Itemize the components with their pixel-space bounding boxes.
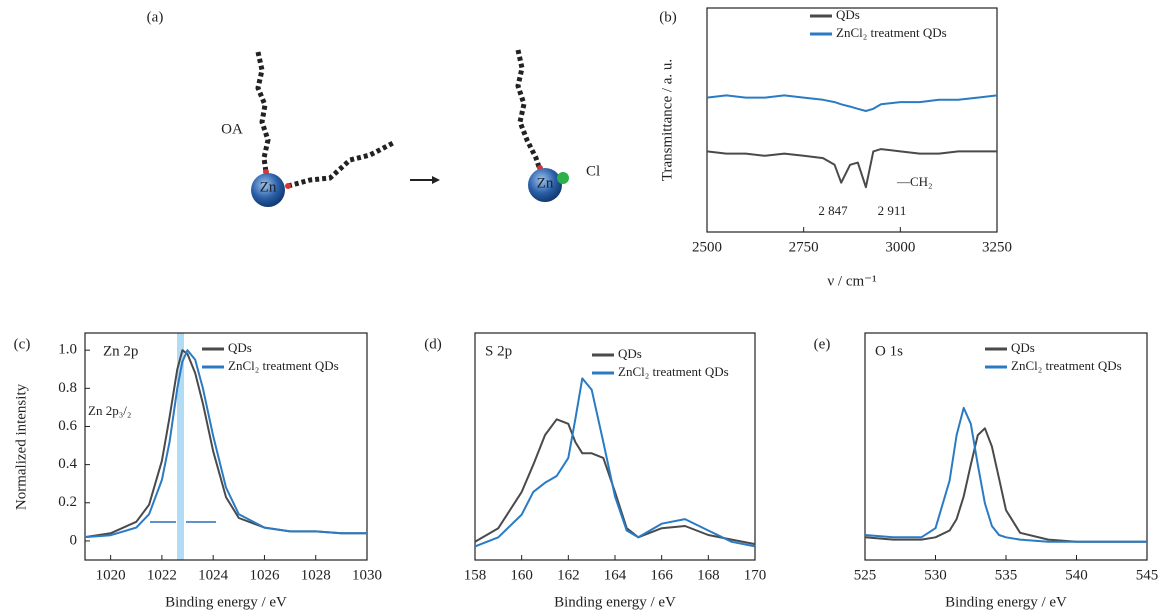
atom-label: Zn [260,179,277,195]
x-tick-label: 2500 [692,239,722,255]
legend-label: ZnCl₂ treatment QDs [228,358,339,373]
x-tick-label: 1030 [352,567,382,583]
legend-label: QDs [228,340,252,355]
x-tick-label: 168 [697,567,720,583]
panel-label: (d) [424,336,442,352]
series-line [864,427,1147,543]
y-tick-label: 1.0 [58,342,77,358]
annotation: —CH₂ [896,174,933,189]
x-tick-label: 535 [995,567,1018,583]
x-tick-label: 164 [604,567,627,583]
annotation: Zn 2p₃/₂ [88,403,131,418]
x-tick-label: 1020 [96,567,126,583]
legend-label: QDs [618,346,642,361]
arrow-head [432,176,440,184]
x-axis-label: Binding energy / eV [554,594,676,610]
atom-label: Zn [537,175,554,191]
x-tick-label: 545 [1136,567,1159,583]
legend-label: ZnCl₂ treatment QDs [1011,358,1122,373]
x-tick-label: 158 [464,567,487,583]
zn-atom [528,168,562,202]
cl-atom [557,172,569,184]
plot-frame [706,7,998,233]
x-axis-label: Binding energy / eV [165,594,287,610]
series-line [84,349,367,539]
x-tick-label: 1024 [198,567,229,583]
series-line [864,406,1147,543]
highlight-band [177,333,184,560]
legend-label: ZnCl₂ treatment QDs [618,364,729,379]
x-tick-label: 1028 [301,567,331,583]
x-tick-label: 162 [557,567,580,583]
atom-label: Cl [586,163,600,179]
x-tick-label: 525 [854,567,877,583]
series-line [474,418,756,546]
y-axis-label: Transmittance / a. u. [659,59,675,181]
ligand-chain [255,51,271,173]
ligand-chain [515,49,543,171]
panel-label: (a) [147,9,164,25]
x-tick-label: 170 [744,567,767,583]
x-axis-label: Binding energy / eV [945,594,1067,610]
panel-title: O 1s [875,343,903,359]
panel-label: (b) [659,9,677,25]
x-tick-label: 1026 [249,567,280,583]
x-tick-label: 2750 [789,239,819,255]
y-tick-label: 0.4 [58,456,77,472]
y-tick-label: 0 [70,532,78,548]
oxygen [285,183,291,189]
panel-label: (e) [814,336,831,352]
diagram: (a) Zn OA Zn Cl [147,9,600,207]
y-tick-label: 0.2 [58,494,77,510]
legend-label: ZnCl₂ treatment QDs [836,25,947,40]
ligand-label: OA [221,121,243,137]
panel-title: Zn 2p [103,343,138,359]
y-tick-label: 0.6 [58,418,77,434]
x-tick-label: 3250 [982,239,1012,255]
x-tick-label: 1022 [147,567,177,583]
annotation: 2 847 [818,203,848,218]
legend-label: QDs [836,7,860,22]
x-tick-label: 160 [510,567,533,583]
panel-title: S 2p [485,343,512,359]
legend-label: QDs [1011,340,1035,355]
x-axis-label: ν / cm⁻¹ [827,273,876,289]
x-tick-label: 166 [650,567,673,583]
y-tick-label: 0.8 [58,380,77,396]
x-tick-label: 530 [924,567,947,583]
ligand-chain [287,139,397,189]
panel-label: (c) [14,336,31,352]
plot-frame [84,332,368,561]
series-line [84,349,367,539]
series-line [706,148,997,189]
x-tick-label: 540 [1065,567,1088,583]
zn-atom [251,173,285,207]
y-axis-label: Normalized intensity [13,383,29,510]
series-line [474,377,756,548]
series-line [706,94,998,112]
x-tick-label: 3000 [885,239,915,255]
annotation: 2 911 [878,203,907,218]
